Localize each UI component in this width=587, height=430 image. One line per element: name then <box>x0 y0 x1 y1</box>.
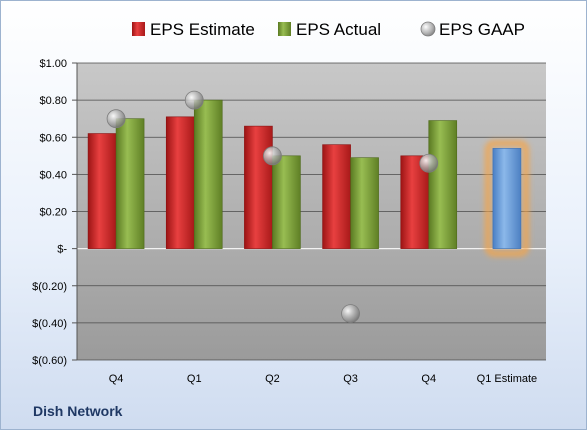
bar-eps-estimate-forecast <box>492 148 522 249</box>
legend-marker-eps-gaap <box>420 21 436 37</box>
y-tick-label: $0.60 <box>39 132 67 144</box>
point-eps-gaap <box>341 304 360 323</box>
y-tick-label: $0.80 <box>39 95 67 107</box>
x-tick-label: Q1 <box>187 373 202 385</box>
y-tick-label: $0.20 <box>39 207 67 219</box>
bars <box>87 99 529 257</box>
y-tick-label: $1.00 <box>39 58 67 70</box>
bar-eps-actual <box>428 120 458 249</box>
x-tick-label: Q4 <box>109 373 124 385</box>
bar-eps-actual <box>193 99 223 249</box>
bar-eps-estimate <box>87 133 117 249</box>
legend-label-estimate: EPS Estimate <box>150 20 255 39</box>
point-eps-gaap <box>419 153 439 173</box>
point-eps-gaap <box>184 90 204 110</box>
x-tick-label: Q1 Estimate <box>477 373 538 385</box>
point-eps-gaap <box>106 109 126 129</box>
bar-eps-actual <box>272 155 301 249</box>
point-eps-gaap <box>263 146 282 166</box>
bar-eps-estimate <box>165 116 195 249</box>
company-name: Dish Network <box>33 403 123 419</box>
x-axis: Q4 Q1 Q2 Q3 Q4 Q1 Estimate <box>109 373 537 385</box>
legend-marker-eps-actual <box>278 22 291 36</box>
legend-label-actual: EPS Actual <box>296 20 381 39</box>
gaap-points <box>106 90 439 323</box>
forecast-highlight-glow <box>484 140 529 257</box>
y-tick-label: $(0.20) <box>32 281 67 293</box>
y-tick-label: $(0.40) <box>32 318 67 330</box>
x-tick-label: Q3 <box>343 373 358 385</box>
legend: EPS Estimate EPS Actual EPS GAAP <box>132 20 525 39</box>
bar-eps-estimate <box>244 125 273 249</box>
y-tick-label: $0.40 <box>39 169 67 181</box>
y-tick-label: $- <box>57 244 67 256</box>
bar-eps-estimate <box>322 144 351 249</box>
x-tick-label: Q4 <box>421 373 436 385</box>
legend-label-gaap: EPS GAAP <box>439 20 525 39</box>
y-tick-label: $(0.60) <box>32 355 67 367</box>
legend-marker-eps-estimate <box>132 22 145 36</box>
y-axis: $1.00 $0.80 $0.60 $0.40 $0.20 $- $(0.20) $(0.40… <box>32 58 78 367</box>
bar-eps-actual <box>115 118 145 249</box>
gridlines <box>77 62 546 361</box>
bar-eps-actual <box>350 157 379 249</box>
x-tick-label: Q2 <box>265 373 280 385</box>
